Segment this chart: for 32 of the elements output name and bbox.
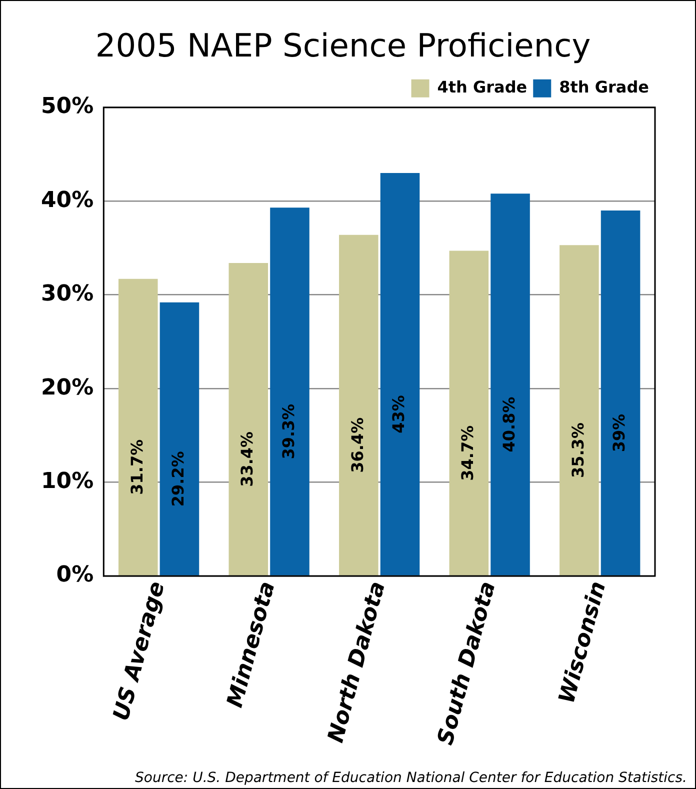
source-note: Source: U.S. Department of Education National Center for Education Statistics. bbox=[134, 770, 687, 786]
bar bbox=[160, 302, 200, 576]
y-tick-label: 20% bbox=[40, 375, 94, 400]
data-label: 43% bbox=[389, 395, 408, 434]
data-label: 31.7% bbox=[127, 439, 146, 495]
bar bbox=[380, 173, 420, 576]
chart-title: 2005 NAEP Science Proficiency bbox=[95, 26, 591, 65]
bar bbox=[228, 262, 268, 576]
bar bbox=[560, 245, 599, 576]
bar bbox=[600, 210, 640, 576]
legend-label: 8th Grade bbox=[559, 78, 650, 97]
bar bbox=[270, 208, 310, 576]
x-tick-label: North Dakota bbox=[324, 578, 391, 746]
bar bbox=[449, 250, 489, 576]
y-tick-label: 0% bbox=[56, 562, 94, 588]
y-tick-label: 30% bbox=[40, 282, 94, 307]
y-tick-label: 10% bbox=[40, 468, 94, 494]
data-label: 29.2% bbox=[168, 451, 188, 507]
data-label: 39.3% bbox=[278, 404, 298, 460]
bar bbox=[339, 234, 378, 576]
data-label: 33.4% bbox=[238, 431, 257, 487]
data-label: 40.8% bbox=[499, 396, 518, 452]
y-tick-label: 40% bbox=[40, 188, 94, 213]
data-label: 34.7% bbox=[458, 425, 478, 481]
data-label: 39% bbox=[610, 414, 629, 452]
data-label: 35.3% bbox=[568, 422, 588, 478]
bar bbox=[118, 278, 158, 576]
x-tick-label: South Dakota bbox=[433, 578, 501, 748]
bar bbox=[490, 194, 530, 576]
y-tick-label: 50% bbox=[40, 94, 94, 120]
data-label: 36.4% bbox=[348, 417, 367, 473]
legend-label: 4th Grade bbox=[437, 78, 528, 97]
